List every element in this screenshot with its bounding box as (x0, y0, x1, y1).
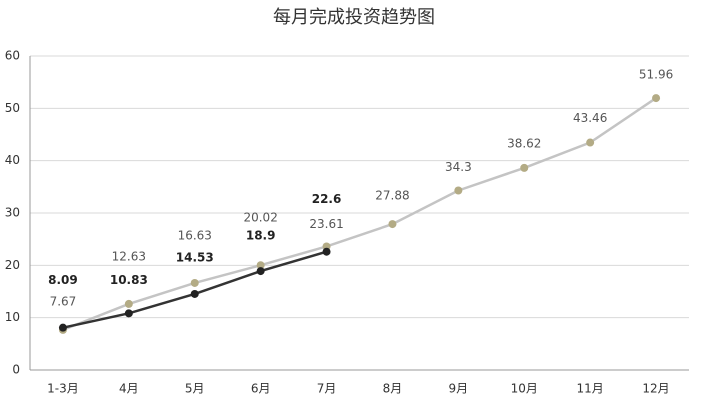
x-tick-label: 8月 (383, 382, 403, 396)
data-point (256, 267, 265, 276)
data-label: 43.46 (573, 111, 607, 125)
y-tick-label: 40 (5, 153, 20, 167)
data-point (190, 278, 199, 287)
x-tick-label: 7月 (317, 382, 337, 396)
x-tick-label: 5月 (185, 382, 205, 396)
data-label: 34.3 (445, 160, 472, 174)
x-tick-label: 9月 (449, 382, 469, 396)
y-tick-label: 30 (5, 206, 20, 220)
data-label: 14.53 (176, 250, 214, 264)
data-label: 27.88 (375, 189, 409, 203)
data-label: 8.09 (48, 273, 78, 287)
x-tick-label: 10月 (511, 382, 538, 396)
data-point (322, 247, 331, 256)
data-point (256, 261, 265, 270)
data-label: 23.61 (309, 217, 343, 231)
series-line (62, 97, 657, 332)
data-label: 7.67 (50, 294, 77, 308)
y-tick-label: 20 (5, 258, 20, 272)
data-point (124, 309, 133, 318)
x-tick-label: 1-3月 (47, 382, 79, 396)
x-tick-label: 11月 (577, 382, 604, 396)
data-point (58, 323, 67, 332)
data-label: 38.62 (507, 136, 541, 150)
data-label: 22.6 (312, 192, 342, 206)
data-label: 10.83 (110, 273, 148, 287)
x-tick-label: 6月 (251, 382, 271, 396)
data-point (454, 186, 463, 195)
data-label: 12.63 (112, 249, 146, 263)
data-label: 20.02 (243, 211, 277, 225)
data-point (586, 138, 595, 147)
data-point (388, 220, 397, 229)
y-tick-label: 0 (12, 363, 20, 377)
data-point (124, 299, 133, 308)
data-label: 51.96 (639, 68, 673, 82)
y-tick-label: 10 (5, 310, 20, 324)
x-tick-label: 4月 (119, 382, 139, 396)
y-tick-label: 50 (5, 101, 20, 115)
data-point (652, 94, 661, 103)
y-tick-label: 60 (5, 49, 20, 63)
chart-title: 每月完成投资趋势图 (273, 7, 435, 28)
x-tick-label: 12月 (642, 382, 669, 396)
data-point (190, 289, 199, 298)
data-label: 16.63 (178, 228, 212, 242)
data-point (520, 163, 529, 172)
data-label: 18.9 (246, 229, 276, 243)
